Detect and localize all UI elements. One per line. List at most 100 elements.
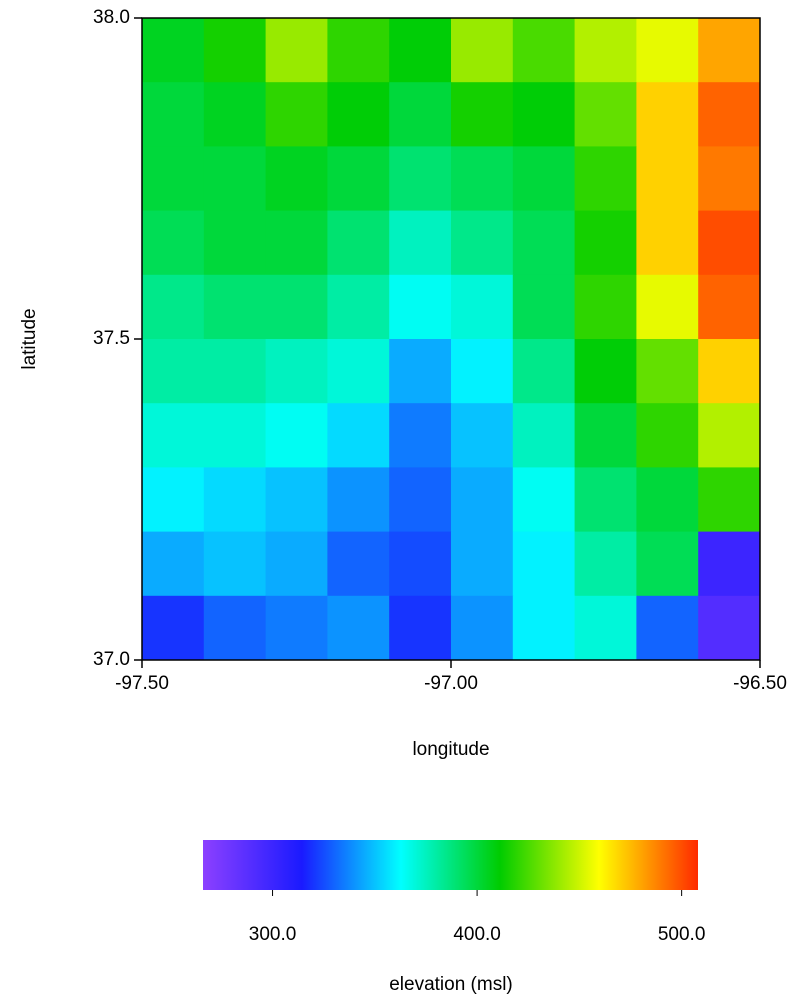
heatmap-cell (142, 403, 205, 468)
heatmap-cell (512, 18, 576, 83)
heatmap-cell (203, 339, 267, 404)
heatmap-cell (451, 146, 514, 212)
heatmap-cell (698, 403, 761, 468)
heatmap-cell (698, 595, 761, 661)
heatmap-cell (451, 595, 514, 661)
heatmap-cell (512, 467, 576, 533)
heatmap-cell (512, 531, 576, 597)
heatmap-cell (389, 274, 452, 340)
y-tick-label: 38.0 (93, 7, 130, 28)
heatmap-cell (203, 18, 267, 83)
heatmap-cell (389, 18, 452, 83)
colorbar-tick-label: 500.0 (658, 924, 706, 945)
heatmap-cell (389, 339, 452, 404)
heatmap-cell (574, 18, 637, 83)
colorbar-tick-label: 300.0 (249, 924, 297, 945)
heatmap-cell (142, 18, 205, 83)
heatmap-cell (327, 339, 390, 404)
heatmap-cell (389, 595, 452, 661)
heatmap-cell (389, 403, 452, 468)
heatmap-cell (265, 146, 328, 212)
heatmap-cell (265, 339, 328, 404)
heatmap-cell (512, 210, 576, 276)
heatmap-cell (512, 274, 576, 340)
heatmap-cell (512, 146, 576, 212)
heatmap-cell (265, 274, 328, 340)
heatmap-cell (698, 467, 761, 533)
heatmap-cell (389, 146, 452, 212)
heatmap-cell (451, 339, 514, 404)
heatmap-cell (636, 210, 699, 276)
heatmap-cell (203, 467, 267, 533)
x-axis-label: longitude (412, 739, 489, 760)
heatmap-cell (451, 403, 514, 468)
heatmap-cell (636, 531, 699, 597)
heatmap-cell (142, 595, 205, 661)
heatmap-cell (636, 146, 699, 212)
heatmap-cell (451, 531, 514, 597)
heatmap-cell (512, 82, 576, 147)
heatmap-cell (636, 18, 699, 83)
heatmap-cell (698, 531, 761, 597)
heatmap-cell (142, 339, 205, 404)
heatmap-cell (389, 210, 452, 276)
heatmap-cell (574, 146, 637, 212)
heatmap-cell (574, 531, 637, 597)
heatmap-cell (327, 82, 390, 147)
heatmap-cell (327, 467, 390, 533)
heatmap-cell (203, 82, 267, 147)
heatmap-cell (512, 339, 576, 404)
heatmap-cell (203, 210, 267, 276)
colorbar (203, 840, 698, 890)
y-axis-label: latitude (19, 308, 40, 369)
heatmap-cell (265, 210, 328, 276)
heatmap-cell (574, 82, 637, 147)
y-tick-label: 37.5 (93, 328, 130, 349)
heatmap-cell (327, 18, 390, 83)
colorbar-label: elevation (msl) (389, 974, 513, 995)
heatmap-cell (142, 146, 205, 212)
y-tick-label: 37.0 (93, 649, 130, 670)
heatmap-cell (327, 210, 390, 276)
heatmap-cell (327, 403, 390, 468)
heatmap-cell (203, 403, 267, 468)
x-tick-label: -97.00 (424, 673, 478, 694)
heatmap-cell (636, 403, 699, 468)
heatmap-cell (698, 210, 761, 276)
heatmap-cell (142, 82, 205, 147)
heatmap-cell (698, 339, 761, 404)
heatmap-cell (265, 531, 328, 597)
heatmap-cell (451, 274, 514, 340)
heatmap-cell (327, 274, 390, 340)
heatmap-cell (203, 531, 267, 597)
heatmap-cell (203, 146, 267, 212)
heatmap-cell (636, 82, 699, 147)
heatmap-cell (265, 82, 328, 147)
heatmap-cell (451, 82, 514, 147)
heatmap-cell (698, 274, 761, 340)
heatmap-cell (574, 210, 637, 276)
heatmap-cell (451, 210, 514, 276)
heatmap-cell (389, 531, 452, 597)
heatmap-cell (636, 467, 699, 533)
heatmap-cell (265, 595, 328, 661)
heatmap-cell (574, 339, 637, 404)
heatmap-cell (451, 18, 514, 83)
heatmap-cell (698, 82, 761, 147)
heatmap-cell (574, 274, 637, 340)
heatmap-cell (327, 531, 390, 597)
x-tick-label: -97.50 (115, 673, 169, 694)
heatmap-cell (389, 467, 452, 533)
heatmap-cell (142, 531, 205, 597)
colorbar-tick-label: 400.0 (453, 924, 501, 945)
heatmap-cell (636, 595, 699, 661)
heatmap-cell (574, 403, 637, 468)
heatmap-cell (389, 82, 452, 147)
heatmap-cell (574, 595, 637, 661)
heatmap-cell (698, 146, 761, 212)
heatmap-cell (512, 595, 576, 661)
heatmap-cell (574, 467, 637, 533)
heatmap-cell (142, 210, 205, 276)
heatmap-cell (142, 274, 205, 340)
